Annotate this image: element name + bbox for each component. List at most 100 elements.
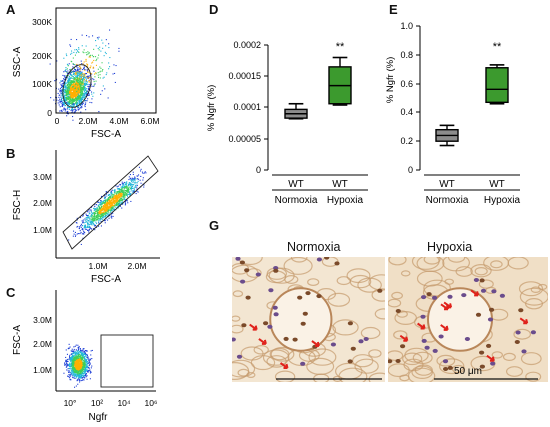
event-dot <box>72 57 74 59</box>
event-dot <box>71 363 73 365</box>
event-dot <box>89 89 91 91</box>
event-dot <box>122 193 124 195</box>
event-dot <box>100 50 102 52</box>
event-dot <box>91 54 93 56</box>
event-dot <box>84 86 86 88</box>
event-dot <box>88 89 90 91</box>
event-dot <box>108 200 110 202</box>
event-dot <box>117 185 119 187</box>
event-dot <box>86 81 88 83</box>
event-dot <box>84 100 86 102</box>
event-dot <box>84 95 86 97</box>
event-dot <box>78 365 80 367</box>
event-dot <box>94 219 96 221</box>
event-dot <box>76 103 78 105</box>
cell-nucleus <box>395 309 401 313</box>
event-dot <box>74 377 76 379</box>
event-dot <box>81 93 83 95</box>
event-dot <box>89 212 91 214</box>
event-dot <box>56 78 58 80</box>
event-dot <box>68 365 70 367</box>
event-dot <box>61 101 63 103</box>
event-dot <box>99 211 101 213</box>
event-dot <box>81 74 83 76</box>
event-dot <box>123 196 125 198</box>
event-dot <box>80 366 82 368</box>
event-dot <box>77 366 79 368</box>
event-dot <box>75 88 77 90</box>
event-dot <box>78 92 80 94</box>
event-dot <box>97 219 99 221</box>
event-dot <box>121 188 123 190</box>
event-dot <box>107 194 109 196</box>
event-dot <box>67 70 69 72</box>
event-dot <box>119 195 121 197</box>
event-dot <box>94 73 96 75</box>
event-dot <box>132 185 134 187</box>
event-dot <box>118 193 120 195</box>
event-dot <box>76 366 78 368</box>
event-dot <box>72 361 74 363</box>
event-dot <box>79 98 81 100</box>
event-dot <box>75 102 77 104</box>
event-dot <box>60 84 62 86</box>
event-dot <box>64 110 66 112</box>
event-dot <box>97 214 99 216</box>
event-dot <box>124 186 126 188</box>
event-dot <box>90 223 92 225</box>
event-dot <box>71 94 73 96</box>
event-dot <box>93 217 95 219</box>
event-dot <box>75 100 77 102</box>
event-dot <box>50 97 52 99</box>
event-dot <box>80 361 82 363</box>
event-dot <box>79 360 81 362</box>
event-dot <box>78 105 80 107</box>
event-dot <box>64 364 66 366</box>
event-dot <box>84 226 86 228</box>
event-dot <box>72 90 74 92</box>
event-dot <box>72 91 74 93</box>
event-dot <box>85 228 87 230</box>
event-dot <box>84 80 86 82</box>
event-dot <box>66 73 68 75</box>
event-dot <box>73 78 75 80</box>
event-dot <box>99 212 101 214</box>
event-dot <box>131 187 133 189</box>
event-dot <box>70 91 72 93</box>
event-dot <box>83 93 85 95</box>
event-dot <box>119 198 121 200</box>
group-label-e-1: WT <box>489 179 505 190</box>
event-dot <box>131 181 133 183</box>
event-dot <box>87 53 89 55</box>
event-dot <box>71 89 73 91</box>
event-dot <box>105 53 107 55</box>
event-dot <box>74 366 76 368</box>
event-dot <box>58 88 60 90</box>
event-dot <box>67 92 69 94</box>
event-dot <box>64 100 66 102</box>
event-dot <box>114 197 116 199</box>
event-dot <box>82 371 84 373</box>
event-dot <box>98 76 100 78</box>
event-dot <box>99 209 101 211</box>
tissue-fiber <box>388 298 402 308</box>
event-dot <box>73 109 75 111</box>
event-dot <box>88 370 90 372</box>
xtick-a-0: 0 <box>55 116 60 126</box>
event-dot <box>67 110 69 112</box>
cell-nucleus <box>447 294 453 299</box>
event-dot <box>101 70 103 72</box>
event-dot <box>82 82 84 84</box>
event-dot <box>83 379 85 381</box>
event-dot <box>103 76 105 78</box>
event-dot <box>105 191 107 193</box>
event-dot <box>113 197 115 199</box>
event-dot <box>76 372 78 374</box>
event-dot <box>102 211 104 213</box>
event-dot <box>72 99 74 101</box>
event-dot <box>72 368 74 370</box>
event-dot <box>78 88 80 90</box>
event-dot <box>99 210 101 212</box>
event-dot <box>121 198 123 200</box>
event-dot <box>125 187 127 189</box>
